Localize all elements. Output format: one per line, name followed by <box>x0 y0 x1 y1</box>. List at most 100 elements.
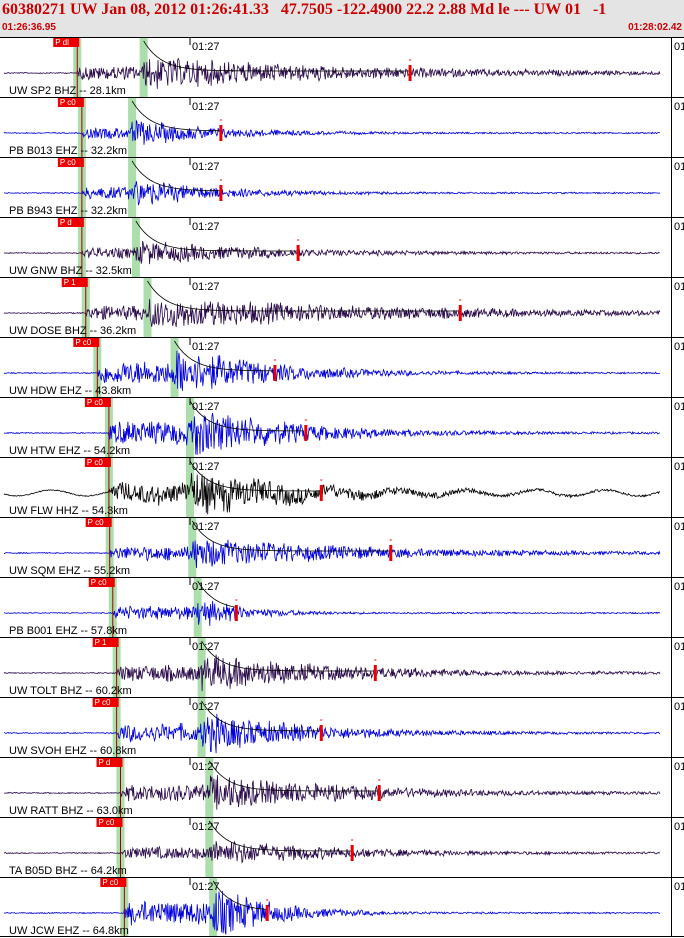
coda-end-marker <box>319 485 323 501</box>
s-phase-band <box>197 698 206 757</box>
trace-panel: 01:27 01 P c0 PB B001 EHZ -- 57.8km <box>0 577 684 637</box>
p-pick-flag <box>53 38 80 47</box>
waveform <box>3 240 661 265</box>
station-label: UW JCW EHZ -- 64.8km <box>9 925 129 937</box>
minute-tick-label-edge: 01 <box>674 221 684 233</box>
station-label: UW SQM EHZ -- 55.2km <box>9 565 130 577</box>
trace-panel: 01:27 01 P dl UW SP2 BHZ -- 28.1km <box>0 37 684 97</box>
trace-panel: 01:27 01 P c0 UW HTW EHZ -- 54.2km <box>0 397 684 457</box>
coda-end-marker <box>350 845 354 861</box>
station-label: PB B001 EHZ -- 57.8km <box>9 625 127 637</box>
coda-end-marker <box>304 425 308 441</box>
minute-tick-label: 01:27 <box>192 881 220 893</box>
station-label: PB B013 EHZ -- 32.2km <box>9 145 127 157</box>
p-pick-flag-label: P c0 <box>88 518 104 527</box>
waveform <box>3 472 660 515</box>
s-phase-band <box>143 278 152 337</box>
p-pick-flag <box>96 818 123 827</box>
coda-decay-curve <box>212 880 268 910</box>
coda-decay-curve <box>143 40 410 72</box>
coda-decay-curve <box>201 700 320 732</box>
waveform <box>3 840 661 864</box>
coda-end-marker <box>219 185 223 201</box>
s-phase-band <box>185 398 194 457</box>
s-phase-band <box>128 158 137 217</box>
p-pick-flag-label: P c0 <box>95 698 111 707</box>
event-header: 60380271 UW Jan 08, 2012 01:26:41.33 47.… <box>0 0 684 37</box>
waveform <box>3 298 661 328</box>
coda-decay-curve <box>174 340 275 372</box>
p-pick-flag <box>92 638 119 647</box>
station-label: PB B943 EHZ -- 32.2km <box>9 205 127 217</box>
station-label: UW HDW EHZ -- 43.8km <box>9 385 131 397</box>
p-pick-flag <box>57 218 84 227</box>
station-label: UW GNW BHZ -- 32.5km <box>9 265 132 277</box>
coda-decay-curve <box>135 220 298 252</box>
plot-background <box>0 37 684 938</box>
event-title: 60380271 UW Jan 08, 2012 01:26:41.33 47.… <box>2 1 607 18</box>
waveform <box>4 775 661 810</box>
minute-tick-label-edge: 01 <box>674 521 684 533</box>
p-pick-flag <box>57 158 84 167</box>
coda-end-marker <box>458 305 462 321</box>
s-phase-band <box>205 758 214 817</box>
trace-panel: 01:27 01P 1UW TOLT BHZ -- 60.2km <box>0 637 684 697</box>
coda-decay-curve <box>197 580 236 608</box>
p-pick-flag <box>84 398 111 407</box>
coda-decay-curve <box>208 820 352 852</box>
minute-tick-label-edge: 01 <box>674 101 684 113</box>
minute-tick-label-edge: 01 <box>674 401 684 413</box>
p-pick-flag-label: P c0 <box>87 398 103 407</box>
coda-decay-curve <box>189 400 304 432</box>
trace-panel: 01:27 01 P c0 PB B943 EHZ -- 32.2km <box>0 157 684 217</box>
window-start-time: 01:26:36.95 <box>2 22 56 33</box>
coda-end-marker <box>408 65 412 81</box>
p-pick-flag-label: P dl <box>55 38 69 47</box>
seismogram-plot: 01:27 01 P dl UW SP2 BHZ -- 28.1km 01:27 01 P … <box>0 37 684 938</box>
waveform <box>3 180 661 206</box>
trace-panel: 01:27 01 P d UW GNW BHZ -- 32.5km <box>0 217 684 277</box>
minute-tick-label-edge: 01 <box>674 881 684 893</box>
minute-tick-label: 01:27 <box>192 221 220 233</box>
station-label: TA B05D BHZ -- 64.2km <box>9 865 127 877</box>
coda-end-marker <box>273 365 277 381</box>
station-label: UW FLW HHZ -- 54.3km <box>9 505 128 517</box>
waveform <box>3 654 661 692</box>
station-label: UW TOLT BHZ -- 60.2km <box>9 685 132 697</box>
p-pick-flag-label: P c0 <box>60 158 76 167</box>
coda-decay-curve <box>147 280 460 312</box>
minute-tick-label: 01:27 <box>192 461 220 473</box>
coda-decay-curve <box>131 100 221 132</box>
minute-tick-label-edge: 01 <box>674 581 684 593</box>
minute-tick-label-edge: 01 <box>674 461 684 473</box>
waveform <box>4 713 661 754</box>
trace-panel: 01:27 01 P c0 UW JCW EHZ -- 64.8km <box>0 877 684 937</box>
s-phase-band <box>205 818 214 877</box>
p-pick-flag-label: P c0 <box>102 878 118 887</box>
p-pick-flag <box>61 278 88 287</box>
minute-tick-label-edge: 01 <box>674 41 684 53</box>
trace-panels: 01:27 01 P dl UW SP2 BHZ -- 28.1km 01:27 01 P … <box>0 37 684 937</box>
waveform <box>3 57 661 89</box>
p-pick-flag <box>84 458 111 467</box>
p-pick-flag-label: P 1 <box>95 638 107 647</box>
trace-panel: 01:27 01 P d UW RATT BHZ -- 63.0km <box>0 757 684 817</box>
trace-panel: 01:27 01 P 1 UW DOSE BHZ -- 36.2km <box>0 277 684 337</box>
coda-end-marker <box>234 605 238 621</box>
minute-tick-label-edge: 01 <box>674 641 684 653</box>
p-pick-flag <box>92 698 119 707</box>
station-label: UW SP2 BHZ -- 28.1km <box>9 85 126 97</box>
coda-end-marker <box>319 725 323 741</box>
minute-tick-label: 01:27 <box>192 101 220 113</box>
p-pick-flag-label: P d <box>98 758 110 767</box>
coda-end-marker <box>373 665 377 681</box>
trace-panel: 01:27 01 P c0 UW HDW EHZ -- 43.8km <box>0 337 684 397</box>
coda-decay-curve <box>208 760 378 792</box>
p-pick-flag-label: P c0 <box>87 458 103 467</box>
minute-tick-label: 01:27 <box>192 41 220 53</box>
p-pick-flag-label: P c0 <box>75 338 91 347</box>
s-phase-band <box>170 338 179 397</box>
minute-tick-label: 01:27 <box>192 821 220 833</box>
minute-tick-label-edge: 01 <box>674 161 684 173</box>
